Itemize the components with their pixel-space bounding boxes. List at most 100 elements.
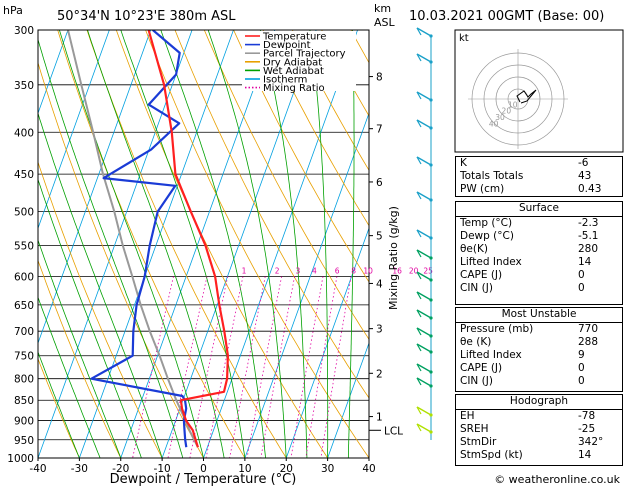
wind-barb-dot [429, 98, 433, 102]
wind-barb [416, 53, 432, 63]
hodograph-frame [454, 29, 624, 153]
surface-dewp: Dewp (°C) -5.1 [460, 229, 599, 242]
wind-barb-dot [429, 198, 433, 202]
pressure-tick-label: 700 [14, 326, 34, 338]
wind-barb-flag [416, 309, 422, 318]
wind-barb [416, 423, 432, 433]
dry-adiabat-line [174, 30, 369, 399]
legend-entry: Isotherm [263, 75, 307, 86]
mixing-ratio-line [205, 276, 244, 458]
wet-adiabat-line [38, 238, 122, 458]
dry-adiabat-line [38, 61, 204, 458]
wind-barb-flag [416, 249, 422, 258]
km-tick-label: 2 [376, 368, 383, 380]
pressure-tick-label: 450 [14, 169, 34, 181]
mixing-ratio-line [229, 276, 266, 458]
pressure-tick-label: 750 [14, 351, 34, 363]
stat-row-totals: Totals Totals 43 [460, 170, 592, 183]
pressure-tick-label: 400 [14, 127, 34, 139]
wet-adiabat-line [38, 178, 142, 458]
mu-cin: CIN (J) 0 [460, 375, 585, 388]
km-tick-label: 4 [376, 278, 383, 290]
x-axis-label: Dewpoint / Temperature (°C) [110, 472, 297, 486]
mixing-ratio-line [189, 276, 229, 458]
mixing-ratio-label: 4 [312, 266, 317, 275]
wind-barb-flag [416, 343, 422, 352]
dry-adiabat-line [262, 30, 369, 227]
surface-theta-e: θe(K) 280 [460, 242, 599, 255]
km-tick-label: 1 [376, 412, 383, 424]
temperature-tick-label: -30 [71, 463, 88, 475]
hodo-sreh: SREH -25 [460, 422, 596, 435]
hodograph-trace [516, 89, 537, 104]
series-temperature [147, 30, 229, 448]
isotherm-line [120, 30, 276, 458]
wind-barb-dot [429, 236, 433, 240]
wet-adiabat-line [368, 448, 369, 458]
wind-barb-flag [416, 377, 422, 386]
km-tick-label: 7 [376, 124, 383, 136]
wind-barb [416, 249, 432, 259]
wet-adiabat-line [207, 30, 287, 458]
hodograph-title: Hodograph [509, 395, 569, 407]
wind-barb [416, 327, 432, 337]
mixing-ratio-label: 10 [363, 266, 373, 275]
dry-adiabat-line [233, 30, 369, 283]
temperature-tick-label: 0 [200, 463, 207, 475]
pressure-tick-label: 800 [14, 374, 34, 386]
legend-entry: Wet Adiabat [263, 66, 324, 77]
mu-lifted-index: Lifted Index 9 [460, 348, 585, 361]
lcl-label: LCL [384, 425, 403, 437]
hodograph-unit: kt [459, 33, 469, 44]
mu-cape: CAPE (J) 0 [460, 362, 585, 375]
wind-barb-flag [416, 363, 422, 372]
background-lines [38, 30, 369, 458]
hodograph-ring-label: 30 [495, 113, 505, 122]
asl-label: ASL [374, 16, 396, 29]
hodo-stmdir: StmDir 342° [460, 435, 604, 448]
legend-entry: Mixing Ratio [263, 83, 325, 94]
isotherm-line [203, 30, 358, 458]
wet-adiabat-line [59, 30, 204, 458]
wind-barb [416, 91, 432, 101]
surface-box: Surface Temp (°C) -2.3 Dewp (°C) -5.1 θe(K… [455, 201, 623, 305]
temperature-tick-label: -10 [154, 463, 171, 475]
temperature-tick-label: 40 [362, 463, 375, 475]
dry-adiabat-line [38, 160, 163, 458]
wind-barb [416, 309, 432, 319]
wind-barb-flag [416, 327, 422, 336]
stat-row-pw: PW (cm) 0.43 [460, 183, 602, 196]
mixing-ratio-line [132, 276, 174, 458]
temperature-tick-label: -20 [112, 463, 129, 475]
wind-barb-flag [416, 229, 422, 238]
wind-barb [416, 156, 432, 166]
mixing-ratio-label: 20 [409, 266, 419, 275]
dry-adiabat-line [38, 259, 122, 458]
mixing-ratio-label: 16 [392, 266, 402, 275]
temperature-tick-label: -40 [29, 463, 46, 475]
mixing-ratio-label: 3 [295, 266, 300, 275]
mixing-ratio-line [246, 276, 282, 458]
km-tick-label: 5 [376, 231, 383, 243]
wind-barb-dot [429, 370, 433, 374]
isotherm-line [38, 30, 110, 230]
temperature-tick-label: 30 [321, 463, 334, 475]
dry-adiabat-line [145, 30, 369, 458]
wind-barb-dot [429, 316, 433, 320]
stat-row-k: K -6 [460, 157, 589, 169]
hpa-label: hPa [3, 4, 23, 17]
wind-barb [416, 363, 432, 373]
mixing-ratio-labels: 1 2 3 4 6 8 10 16 20 25 [242, 266, 434, 275]
isotherm-line [327, 341, 369, 458]
legend-entry: Dry Adiabat [263, 57, 322, 68]
km-tick-label: 3 [376, 324, 383, 336]
mu-theta-e: θe (K) 288 [460, 335, 599, 348]
pressure-tick-label: 550 [14, 240, 34, 252]
wind-barb [416, 191, 432, 201]
wind-barb [416, 343, 432, 353]
wind-barb-dot [429, 126, 433, 130]
indices-box: K -6 Totals Totals 43 PW (cm) 0.43 [455, 156, 623, 197]
wind-barb [416, 229, 432, 239]
